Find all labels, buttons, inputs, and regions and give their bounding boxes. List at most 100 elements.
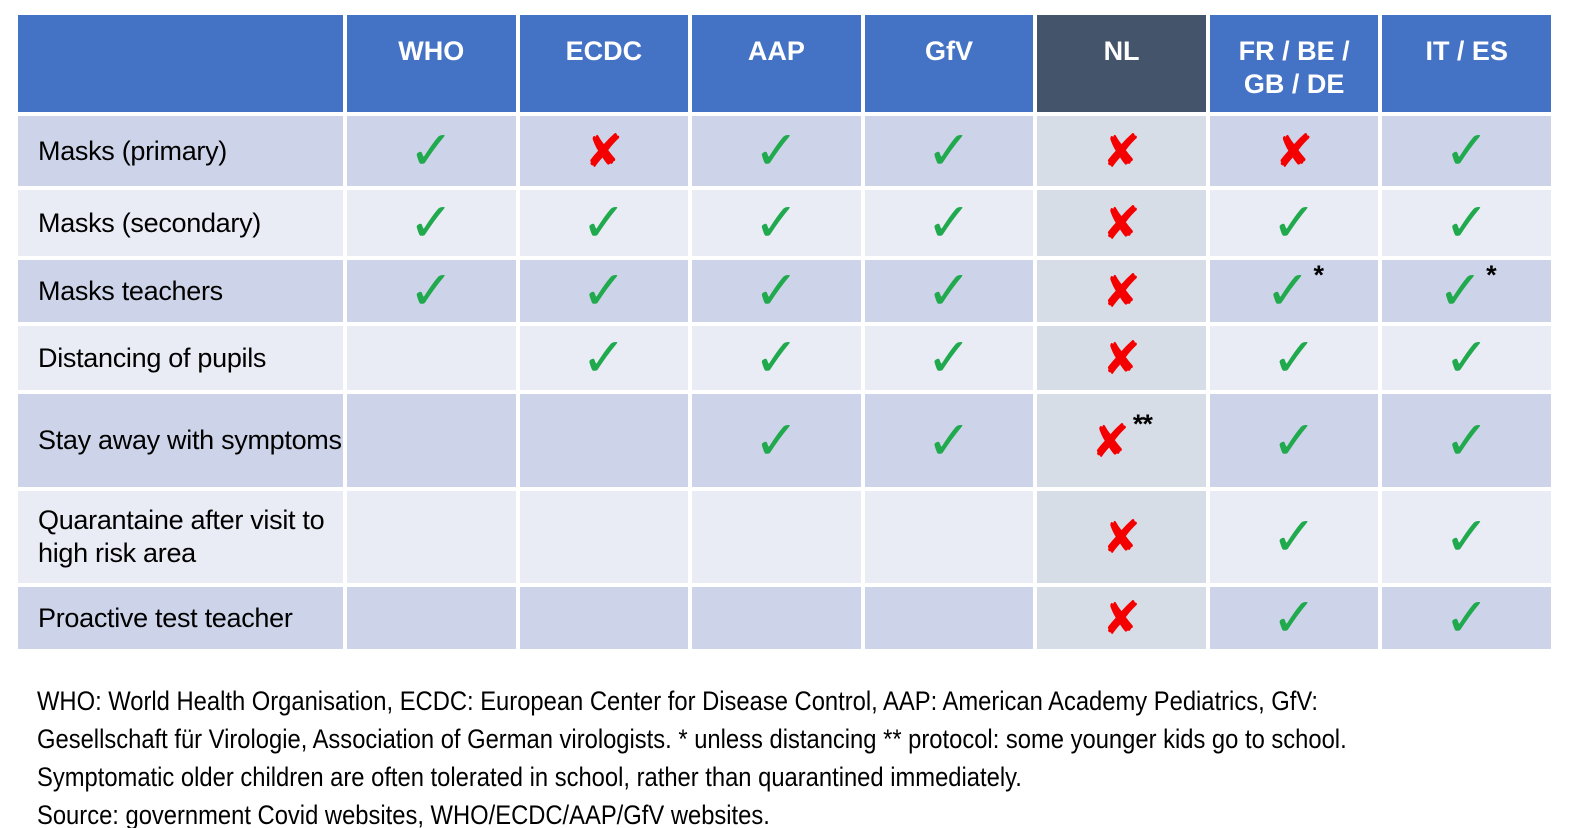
- footnotes: WHO: World Health Organisation, ECDC: Eu…: [37, 682, 1578, 828]
- table-cell: ✓: [1382, 326, 1551, 390]
- cross-icon: ✘: [1091, 413, 1130, 468]
- table-cell: ✓: [519, 190, 689, 256]
- check-icon: ✓: [1444, 326, 1490, 389]
- row-label: Stay away with symptoms: [18, 394, 343, 487]
- corner-cell: [18, 15, 343, 112]
- table-cell: ✘: [1037, 326, 1206, 390]
- table-cell: ✓: [864, 326, 1034, 390]
- cross-icon: ✘: [1102, 196, 1141, 250]
- table-cell: ✓: [1382, 190, 1551, 256]
- table-cell: ✓: [1209, 326, 1379, 390]
- table-cell: ✘ **: [1037, 394, 1206, 487]
- row-label-text: Masks (primary): [38, 135, 227, 166]
- footnote-marker: **: [1132, 409, 1153, 439]
- row-label: Masks (secondary): [18, 190, 343, 256]
- table-cell: ✘: [1037, 491, 1206, 583]
- footnote-line: Source: government Covid websites, WHO/E…: [37, 800, 770, 828]
- check-icon: ✓: [581, 259, 627, 322]
- table-cell: [692, 491, 861, 583]
- table-cell: ✓: [692, 116, 861, 186]
- check-icon: ✓: [1444, 119, 1490, 182]
- table-cell: [347, 394, 516, 487]
- check-icon: ✓: [1444, 586, 1490, 649]
- table-cell: [519, 587, 689, 649]
- table-cell: [864, 491, 1034, 583]
- check-icon: ✓: [753, 259, 800, 322]
- row-label-text: Distancing of pupils: [38, 342, 267, 373]
- footnote-line: WHO: World Health Organisation, ECDC: Eu…: [37, 686, 1318, 716]
- table-cell: ✓: [519, 259, 689, 322]
- check-icon: ✓: [926, 119, 972, 182]
- footnote-marker: *: [1486, 259, 1496, 290]
- check-icon: ✓: [1271, 408, 1317, 472]
- row-label-text: Masks (secondary): [38, 207, 261, 238]
- check-icon: ✓: [408, 119, 454, 182]
- table-cell: [347, 587, 516, 649]
- table-cell: ✓: [1209, 394, 1379, 487]
- column-header-aap: AAP: [692, 15, 861, 112]
- check-icon: ✓: [408, 191, 454, 254]
- row-label: Masks teachers: [18, 260, 343, 322]
- table-cell: ✓: [1209, 586, 1379, 649]
- cross-icon: ✘: [1102, 264, 1141, 318]
- check-icon: ✓: [1271, 505, 1317, 568]
- check-icon: ✓: [926, 326, 972, 389]
- column-header-label: FR / BE / GB / DE: [1238, 36, 1350, 99]
- table-cell: ✓: [1382, 587, 1551, 649]
- column-header-label: GfV: [924, 36, 973, 66]
- cross-icon: ✘: [1102, 510, 1141, 564]
- column-header-gfv: GfV: [864, 15, 1034, 112]
- column-header-fr-be-gb-de: FR / BE / GB / DE: [1209, 15, 1379, 112]
- check-icon: ✓: [753, 191, 800, 254]
- cross-icon: ✘: [1102, 124, 1141, 178]
- table-cell: [347, 491, 516, 583]
- table-cell: ✓: [864, 190, 1034, 256]
- column-header-label: NL: [1103, 36, 1140, 66]
- table-cell: [692, 587, 861, 649]
- table-cell: ✓: [692, 326, 861, 390]
- check-icon: ✓: [1265, 259, 1311, 322]
- column-header-label: IT / ES: [1425, 36, 1508, 66]
- slide: WHO ECDC AAP GfV NL FR / BE / GB / DE IT / ES M…: [0, 15, 1578, 828]
- row-label: Proactive test teacher: [18, 587, 343, 649]
- check-icon: ✓: [753, 326, 800, 389]
- table-cell: ✓: [347, 190, 516, 256]
- table-cell: ✘: [1037, 587, 1206, 649]
- table-cell: ✘: [1037, 190, 1206, 256]
- table-cell: ✘: [519, 116, 689, 186]
- check-icon: ✓: [753, 408, 800, 472]
- table-cell: [519, 491, 689, 583]
- column-header-label: ECDC: [565, 36, 643, 66]
- comparison-table: WHO ECDC AAP GfV NL FR / BE / GB / DE IT / ES M…: [18, 15, 1551, 649]
- table-cell: ✓ *: [1209, 259, 1379, 322]
- cross-icon: ✘: [1102, 591, 1141, 645]
- check-icon: ✓: [926, 191, 972, 254]
- column-header-nl: NL: [1037, 15, 1206, 112]
- table-cell: ✘: [1209, 116, 1379, 186]
- column-header-label: WHO: [398, 36, 465, 66]
- row-label-text: Proactive test teacher: [38, 602, 293, 633]
- table-cell: ✓: [1209, 190, 1379, 256]
- check-icon: ✓: [1271, 586, 1317, 649]
- check-icon: ✓: [1444, 191, 1490, 254]
- row-label: Quarantaine after visit to high risk are…: [18, 491, 343, 583]
- cross-icon: ✘: [584, 124, 624, 178]
- table-cell: [347, 326, 516, 390]
- table-cell: [864, 587, 1034, 649]
- row-label: Distancing of pupils: [18, 326, 343, 390]
- check-icon: ✓: [1271, 326, 1317, 389]
- column-header-who: WHO: [347, 15, 516, 112]
- table-cell: ✘: [1037, 260, 1206, 322]
- table-cell: ✘: [1037, 116, 1206, 186]
- table-cell: ✓: [864, 394, 1034, 487]
- check-icon: ✓: [753, 119, 800, 182]
- table-cell: ✓: [347, 116, 516, 186]
- table-cell: ✓: [519, 326, 689, 390]
- check-icon: ✓: [1271, 191, 1317, 254]
- check-icon: ✓: [926, 408, 972, 472]
- table-cell: ✓: [1382, 491, 1551, 583]
- check-icon: ✓: [581, 191, 627, 254]
- check-icon: ✓: [581, 326, 627, 389]
- check-icon: ✓: [1437, 259, 1484, 322]
- table-cell: ✓: [864, 260, 1034, 322]
